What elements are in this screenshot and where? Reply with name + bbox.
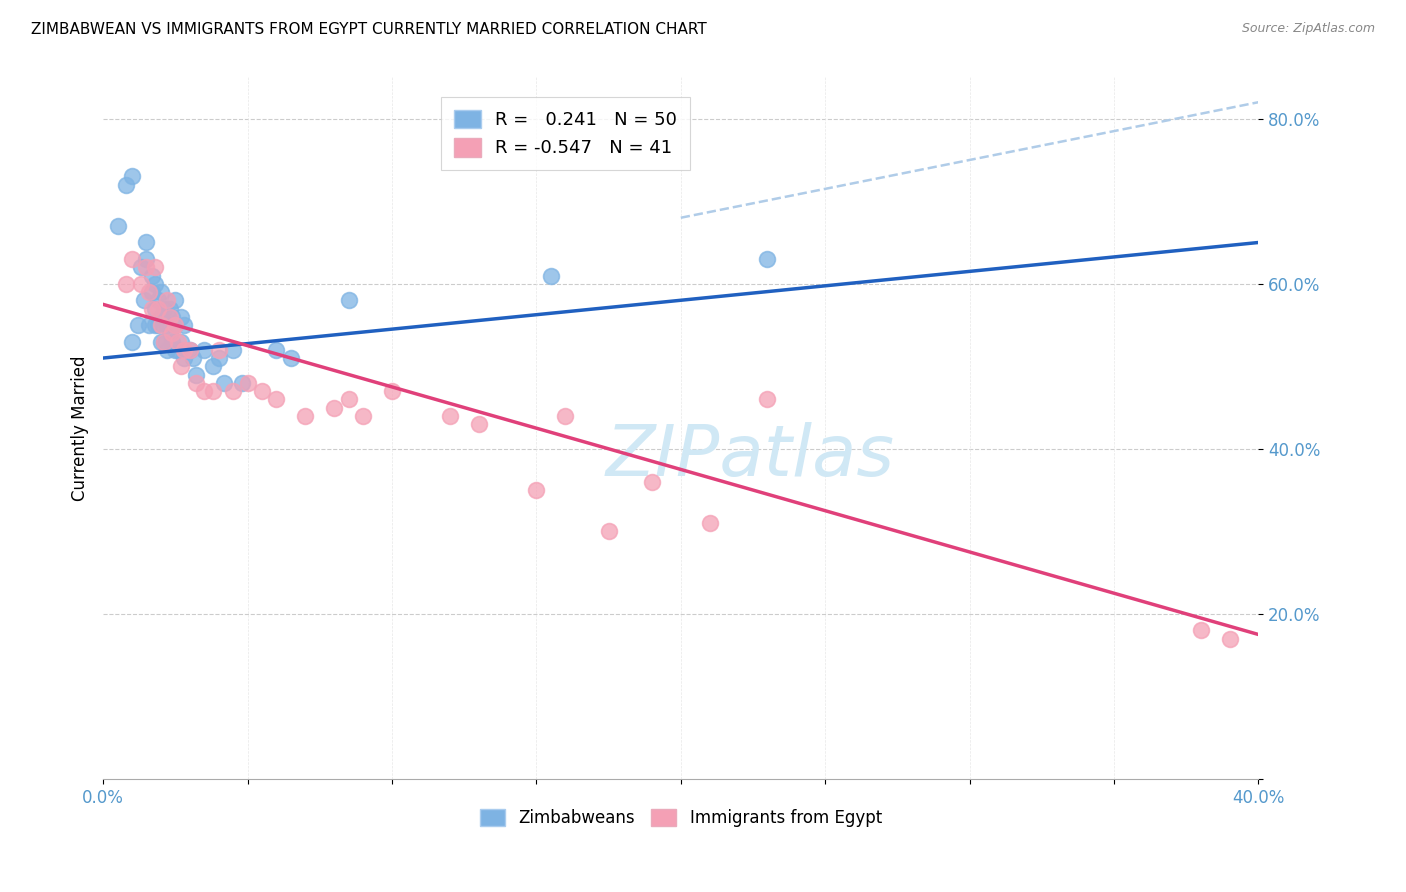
Point [337,392,360,407]
Point [138,285,160,299]
Point [165,293,187,308]
Point [115,277,138,291]
Point [149,334,172,349]
Point [193,384,215,398]
Point [201,359,224,374]
Point [129,260,152,275]
Point [162,326,184,341]
Point [146,301,169,316]
Point [250,384,273,398]
Text: ZIPatlas: ZIPatlas [606,422,894,491]
Point [149,285,172,299]
Point [540,268,562,283]
Point [149,310,172,324]
Point [156,293,179,308]
Point [121,334,143,349]
Point [214,376,236,390]
Point [222,343,245,357]
Point [266,392,288,407]
Point [170,359,193,374]
Point [352,409,374,423]
Point [135,252,157,266]
Point [524,483,547,497]
Point [208,343,231,357]
Point [756,252,779,266]
Point [294,409,316,423]
Point [179,343,201,357]
Point [231,376,253,390]
Point [165,318,187,332]
Point [222,384,245,398]
Point [699,516,721,530]
Point [152,334,174,349]
Point [756,392,779,407]
Point [201,384,224,398]
Point [1219,632,1241,646]
Point [162,334,184,349]
Point [141,301,163,316]
Point [127,318,149,332]
Point [159,301,181,316]
Point [141,268,163,283]
Point [121,169,143,184]
Point [156,318,179,332]
Point [641,475,664,489]
Point [167,334,190,349]
Point [143,318,166,332]
Point [135,260,157,275]
Point [159,310,181,324]
Point [598,524,620,539]
Point [179,343,201,357]
Point [149,318,172,332]
Point [165,343,187,357]
Point [280,351,302,365]
Point [173,343,195,357]
Point [381,384,404,398]
Point [146,293,169,308]
Point [170,310,193,324]
Point [156,343,179,357]
Point [167,343,190,357]
Point [107,219,129,233]
Point [554,409,576,423]
Point [184,376,207,390]
Point [115,178,138,192]
Legend: Zimbabweans, Immigrants from Egypt: Zimbabweans, Immigrants from Egypt [472,802,889,834]
Point [165,318,187,332]
Point [141,285,163,299]
Y-axis label: Currently Married: Currently Married [72,355,89,501]
Point [143,260,166,275]
Point [173,351,195,365]
Point [439,409,461,423]
Point [129,277,152,291]
Point [152,301,174,316]
Point [132,293,155,308]
Point [1189,624,1212,638]
Point [193,343,215,357]
Point [173,318,195,332]
Point [162,310,184,324]
Point [135,235,157,250]
Point [170,334,193,349]
Point [143,277,166,291]
Point [184,368,207,382]
Point [236,376,259,390]
Point [323,401,346,415]
Point [121,252,143,266]
Point [337,293,360,308]
Point [146,318,169,332]
Point [152,334,174,349]
Point [208,351,231,365]
Text: ZIMBABWEAN VS IMMIGRANTS FROM EGYPT CURRENTLY MARRIED CORRELATION CHART: ZIMBABWEAN VS IMMIGRANTS FROM EGYPT CURR… [31,22,707,37]
Point [143,301,166,316]
Point [181,351,204,365]
Point [159,326,181,341]
Point [467,417,489,431]
Text: Source: ZipAtlas.com: Source: ZipAtlas.com [1241,22,1375,36]
Point [138,318,160,332]
Point [266,343,288,357]
